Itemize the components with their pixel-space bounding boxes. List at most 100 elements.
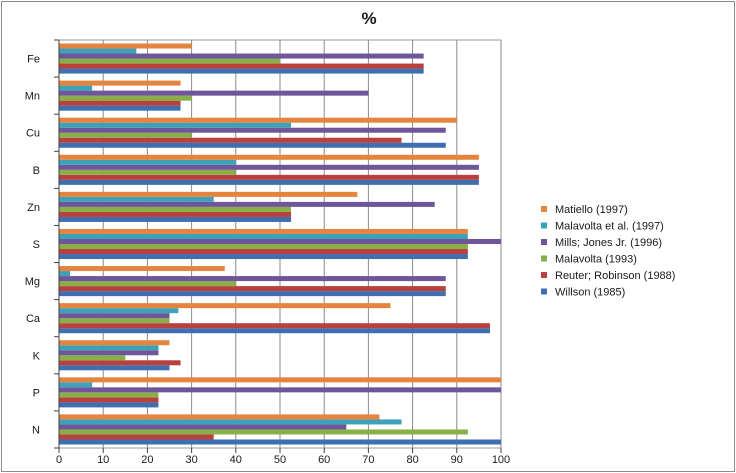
legend-swatch (541, 288, 547, 295)
bar (59, 68, 424, 74)
bar (59, 43, 192, 49)
bar (59, 291, 446, 297)
bar (59, 303, 391, 309)
bar (59, 63, 424, 69)
bar (59, 174, 479, 180)
bar (59, 382, 93, 388)
bar (59, 90, 369, 96)
y-tick-label: Mn (25, 91, 40, 103)
bar (59, 414, 380, 420)
bar (59, 392, 159, 398)
legend-swatch (541, 255, 547, 262)
bar (59, 271, 71, 277)
bar (59, 206, 292, 212)
bar (59, 48, 137, 54)
x-tick-label: 30 (185, 454, 197, 466)
bar (59, 154, 479, 160)
x-tick-label: 40 (230, 454, 242, 466)
y-tick-label: P (33, 387, 40, 399)
bar (59, 169, 236, 175)
x-tick-label: 10 (97, 454, 109, 466)
y-tick-label: N (32, 424, 40, 436)
bar (59, 397, 159, 403)
bar (59, 286, 446, 292)
bar (59, 196, 214, 202)
bar (59, 402, 159, 408)
bar (59, 105, 181, 111)
bar (59, 429, 468, 435)
bar (59, 434, 214, 440)
bar (59, 439, 501, 445)
y-tick-label: S (33, 239, 40, 251)
bar (59, 216, 292, 222)
bar (59, 122, 292, 128)
bar (59, 328, 490, 334)
bar (59, 191, 358, 197)
bar (59, 132, 192, 138)
bar (59, 95, 192, 101)
x-tick-label: 90 (451, 454, 463, 466)
y-tick-label: Ca (26, 313, 41, 325)
bar (59, 244, 468, 250)
x-tick-label: 70 (362, 454, 374, 466)
bar (59, 281, 236, 287)
bar (59, 53, 424, 59)
y-tick-label: Zn (27, 202, 40, 214)
bar (59, 276, 446, 282)
legend-entry: Willson (1985) (555, 287, 625, 299)
y-tick-label: K (33, 350, 41, 362)
legend-entry: Matiello (1997) (555, 204, 628, 216)
bar (59, 127, 446, 133)
x-tick-label: 60 (318, 454, 330, 466)
bar (59, 266, 225, 272)
x-tick-label: 20 (141, 454, 153, 466)
bars (59, 43, 501, 445)
bar (59, 365, 170, 371)
bar (59, 137, 402, 143)
axes: 0 10 20 30 40 50 60 70 80 90 100 N P K Ca Mg S Zn B Cu Mn Fe (25, 39, 510, 466)
bar (59, 323, 490, 329)
bar (59, 233, 468, 239)
x-tick-label: 80 (406, 454, 418, 466)
legend: Matiello (1997) Malavolta et al. (1997) Mi… (541, 204, 675, 299)
legend-swatch (541, 222, 547, 229)
bar (59, 350, 159, 356)
y-tick-label: Fe (27, 54, 40, 66)
legend-entry: Malavolta et al. (1997) (555, 221, 664, 233)
y-tick-label: B (33, 165, 40, 177)
x-tick-label: 50 (274, 454, 286, 466)
bar (59, 58, 280, 64)
bar (59, 254, 468, 260)
legend-entry: Malavolta (1993) (555, 254, 637, 266)
bar (59, 355, 126, 361)
bar (59, 117, 457, 123)
legend-entry: Mills; Jones Jr. (1996) (555, 237, 662, 249)
y-tick-label: Mg (25, 276, 40, 288)
bar (59, 387, 501, 393)
x-tick-label: 0 (56, 454, 62, 466)
bar (59, 228, 468, 234)
bar (59, 211, 292, 217)
bar (59, 377, 501, 383)
bar (59, 340, 170, 346)
legend-entry: Reuter; Robinson (1988) (555, 270, 675, 282)
legend-swatch (541, 272, 547, 278)
bar (59, 424, 347, 430)
bar (59, 360, 181, 366)
bar (59, 419, 402, 425)
bar (59, 142, 446, 148)
bar (59, 164, 479, 170)
legend-swatch (541, 239, 547, 245)
bar (59, 313, 170, 319)
legend-swatch (541, 206, 547, 212)
bar (59, 308, 179, 314)
bar (59, 100, 181, 106)
bar (59, 249, 468, 255)
bar (59, 201, 435, 207)
x-tick-label: 100 (492, 454, 510, 466)
bar (59, 345, 159, 351)
bar (59, 159, 236, 165)
y-tick-label: Cu (26, 128, 40, 140)
bar (59, 318, 170, 324)
